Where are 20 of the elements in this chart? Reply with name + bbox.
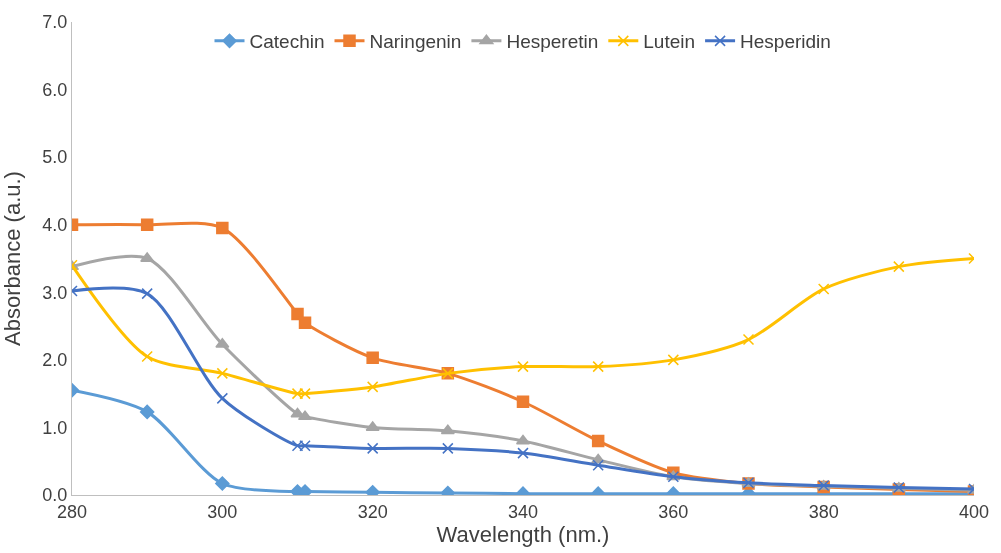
legend-label: Catechin — [249, 31, 325, 53]
y-tick-label: 5.0 — [42, 147, 68, 168]
y-tick-label: 3.0 — [42, 282, 68, 303]
legend-label: Hesperetin — [506, 31, 599, 53]
legend-label: Hesperidin — [740, 31, 831, 53]
y-tick-label: 1.0 — [42, 417, 68, 438]
y-tick-label: 7.0 — [42, 12, 68, 33]
x-axis-title: Wavelength (nm.) — [436, 521, 610, 547]
x-tick-label: 340 — [507, 501, 539, 522]
y-tick-label: 2.0 — [42, 350, 68, 371]
x-tick-label: 360 — [658, 501, 689, 522]
legend-label: Lutein — [643, 31, 696, 53]
y-tick-label: 4.0 — [42, 215, 68, 236]
x-tick-label: 300 — [207, 501, 238, 522]
legend-label: Naringenin — [369, 31, 462, 53]
y-tick-label: 6.0 — [42, 79, 68, 100]
x-tick-label: 320 — [357, 501, 388, 522]
x-tick-label: 380 — [808, 501, 839, 522]
x-tick-label: 400 — [958, 501, 990, 522]
y-axis-title: Absorbance (a.u.) — [0, 171, 26, 346]
